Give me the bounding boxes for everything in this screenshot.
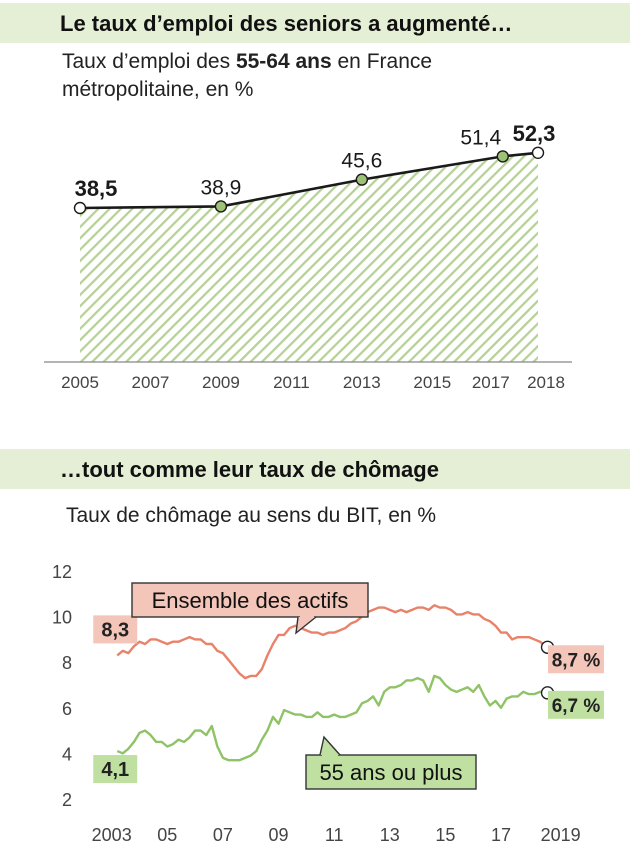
employment-heading: Le taux d’emploi des seniors a augmenté… xyxy=(60,11,513,36)
employment-subtitle-age: 55-64 ans xyxy=(235,50,332,73)
legend-box-55plus xyxy=(305,754,477,790)
employment-x-tick-2007: 2007 xyxy=(132,373,170,392)
legend-box-all xyxy=(131,582,369,618)
unemployment-heading-band xyxy=(0,449,630,489)
unemployment-y-tick-8: 8 xyxy=(62,653,72,673)
employment-point-2018 xyxy=(531,146,545,160)
unemployment-y-tick-2: 2 xyxy=(62,790,72,810)
employment-point-2005 xyxy=(73,201,87,215)
unemployment-x-tick-2003: 2003 xyxy=(92,825,132,845)
unemployment-x-tick-2019: 2019 xyxy=(541,825,581,845)
unemployment-end-box-all xyxy=(548,645,604,674)
unemployment-x-tick-05: 05 xyxy=(157,825,177,845)
legend-label-all: Ensemble des actifs xyxy=(152,588,349,613)
employment-area xyxy=(80,152,538,362)
unemployment-subtitle: Taux de chômage au sens du BIT, en % xyxy=(66,504,437,527)
employment-label-2018: 52,3 xyxy=(513,121,556,146)
unemployment-x-tick-09: 09 xyxy=(269,825,289,845)
employment-x-tick-2013: 2013 xyxy=(343,373,381,392)
employment-point-2017 xyxy=(496,150,509,163)
employment-x-tick-2005: 2005 xyxy=(61,373,99,392)
employment-x-tick-2017: 2017 xyxy=(472,373,510,392)
employment-point-2009 xyxy=(214,200,228,213)
employment-label-2005: 38,5 xyxy=(75,176,118,201)
employment-point-2013 xyxy=(355,173,369,186)
employment-x-tick-2011: 2011 xyxy=(273,373,310,392)
unemployment-x-tick-11: 11 xyxy=(325,825,344,845)
legend-pointer-55plus xyxy=(319,735,341,756)
unemployment-x-tick-15: 15 xyxy=(435,825,455,845)
unemployment-start-box-55plus xyxy=(93,755,138,784)
unemployment-rate-chart: 2 4 6 8 10 12 2003 05 07 09 11 13 15 17 2019 8,3 8,7 %… xyxy=(52,562,604,845)
unemployment-end-box-55plus xyxy=(548,690,604,719)
unemployment-heading: …tout comme leur taux de chômage xyxy=(60,457,439,482)
unemployment-y-tick-6: 6 xyxy=(62,699,72,719)
unemployment-line-55plus xyxy=(116,674,546,762)
employment-subtitle-part1: Taux d’emploi des xyxy=(62,50,236,73)
unemployment-x-tick-17: 17 xyxy=(491,825,511,845)
employment-subtitle: Taux d’emploi des 55-64 ans en France mé… xyxy=(62,48,432,104)
employment-label-2009: 38,9 xyxy=(200,176,241,199)
unemployment-start-box-all xyxy=(93,615,138,644)
employment-x-tick-2009: 2009 xyxy=(202,373,240,392)
legend-label-55plus: 55 ans ou plus xyxy=(319,760,462,785)
legend-pointer-all xyxy=(295,616,317,635)
employment-label-2017: 51,4 xyxy=(460,126,501,149)
unemployment-x-tick-07: 07 xyxy=(213,825,233,845)
employment-x-tick-2015: 2015 xyxy=(413,373,451,392)
employment-rate-chart: 38,5 38,9 45,6 51,4 52,3 2005 2007 2009 2011 201… xyxy=(44,121,572,392)
employment-subtitle-part3: en France xyxy=(331,50,433,73)
employment-label-2013: 45,6 xyxy=(341,150,382,173)
unemployment-line-all xyxy=(116,604,547,680)
unemployment-start-label-all: 8,3 xyxy=(101,619,129,641)
unemployment-y-tick-12: 12 xyxy=(52,562,72,582)
unemployment-end-label-all: 8,7 % xyxy=(552,650,601,671)
employment-x-tick-2018: 2018 xyxy=(527,373,565,392)
unemployment-end-label-55plus: 6,7 % xyxy=(552,696,601,717)
unemployment-start-label-55plus: 4,1 xyxy=(101,759,129,781)
employment-heading-band xyxy=(0,3,630,43)
unemployment-x-tick-13: 13 xyxy=(380,825,400,845)
employment-subtitle-line2: métropolitaine, en % xyxy=(62,78,254,101)
unemployment-y-tick-10: 10 xyxy=(52,608,72,628)
unemployment-y-tick-4: 4 xyxy=(62,744,72,764)
